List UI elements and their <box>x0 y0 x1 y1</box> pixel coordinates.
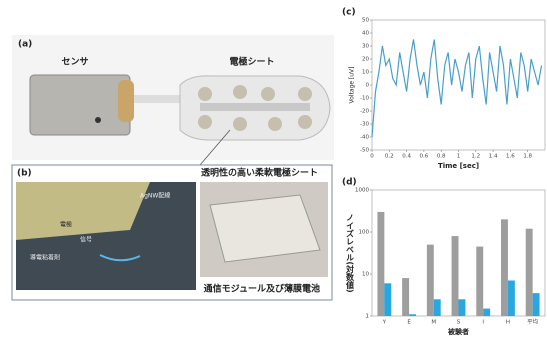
sheet-wiring <box>200 103 310 111</box>
x-tick-label: 1.4 <box>489 154 498 160</box>
plot-frame <box>372 20 545 150</box>
bar <box>452 236 459 316</box>
figure: (a) センサ 電極シート (b) 透明性の高い柔軟電極シート AgNW配線 電… <box>0 0 547 338</box>
electrode-label: 電極 <box>60 221 72 229</box>
electrode <box>268 117 282 131</box>
y-tick-label: -30 <box>360 122 369 128</box>
y-tick-label: 10 <box>362 70 369 76</box>
connector <box>118 80 134 122</box>
electrode <box>198 115 212 129</box>
bar <box>459 299 466 316</box>
bar <box>533 293 540 316</box>
x-tick-label: 0.2 <box>385 154 394 160</box>
bar <box>427 245 434 316</box>
panel-label: (a) <box>18 40 32 50</box>
y-tick-label: 1000 <box>355 188 369 194</box>
electrode <box>261 87 275 101</box>
wiring-label: AgNW配線 <box>140 192 170 200</box>
y-tick-label: 30 <box>362 44 369 50</box>
y-tick-label: 40 <box>362 31 369 37</box>
electrode <box>233 85 247 99</box>
panel-label: (b) <box>17 169 32 179</box>
y-tick-label: 10 <box>362 272 369 278</box>
x-tick-label: 平均 <box>527 318 539 326</box>
signal-label: 信号 <box>80 236 92 244</box>
x-tick-label: S <box>457 320 461 326</box>
x-tick-label: 0.8 <box>437 154 446 160</box>
bar <box>483 309 490 316</box>
x-tick-label: 1.6 <box>506 154 515 160</box>
adhesive-label: 導電粘着剤 <box>30 254 60 262</box>
electrode <box>298 87 312 101</box>
bar <box>377 212 384 316</box>
sheet-title: 透明性の高い柔軟電極シート <box>201 167 318 179</box>
flexible-sheet <box>210 195 320 262</box>
bar <box>508 281 515 316</box>
x-axis-label: Time [sec] <box>438 162 479 170</box>
bar <box>476 247 483 316</box>
bar <box>384 283 391 316</box>
electrode <box>298 115 312 129</box>
x-tick-label: H <box>506 320 510 326</box>
bar <box>526 229 533 316</box>
y-tick-label: 50 <box>362 18 369 24</box>
sheet-label: 電極シート <box>229 56 274 68</box>
sensor-photo <box>30 75 130 135</box>
y-tick-label: -50 <box>360 148 369 154</box>
x-tick-label: Y <box>382 320 387 326</box>
electrode <box>198 87 212 101</box>
x-tick-label: I <box>482 320 484 326</box>
x-tick-label: 0 <box>370 154 374 160</box>
bar <box>402 278 409 316</box>
x-tick-label: E <box>407 320 411 326</box>
y-axis-label: ノイズレベル(対数値) <box>345 213 355 292</box>
x-tick-label: 1.2 <box>471 154 480 160</box>
y-axis-label: Voltage [uV] <box>349 66 356 103</box>
sensor-label: センサ <box>61 57 88 68</box>
x-axis-label: 被験者 <box>448 327 469 336</box>
module-label: 通信モジュール及び薄膜電池 <box>204 283 320 295</box>
x-tick-label: 0.4 <box>402 154 411 160</box>
y-tick-label: 100 <box>359 230 370 236</box>
electrode <box>233 117 247 131</box>
cable <box>134 95 184 103</box>
bar <box>501 219 508 316</box>
y-tick-label: 1 <box>366 314 370 320</box>
x-tick-label: 1.8 <box>523 154 532 160</box>
panel-label: (d) <box>342 178 357 188</box>
sensor-dot <box>95 117 101 123</box>
x-tick-label: M <box>431 320 436 326</box>
bar <box>409 314 416 316</box>
signal-line <box>372 40 542 138</box>
x-tick-label: 1 <box>457 154 461 160</box>
panel-label: (c) <box>342 8 356 18</box>
y-tick-label: -20 <box>360 109 369 115</box>
y-tick-label: -40 <box>360 135 369 141</box>
bar <box>434 299 441 316</box>
y-tick-label: -10 <box>360 96 369 102</box>
y-tick-label: 0 <box>366 83 370 89</box>
y-tick-label: 20 <box>362 57 369 63</box>
x-tick-label: 0.6 <box>420 154 429 160</box>
